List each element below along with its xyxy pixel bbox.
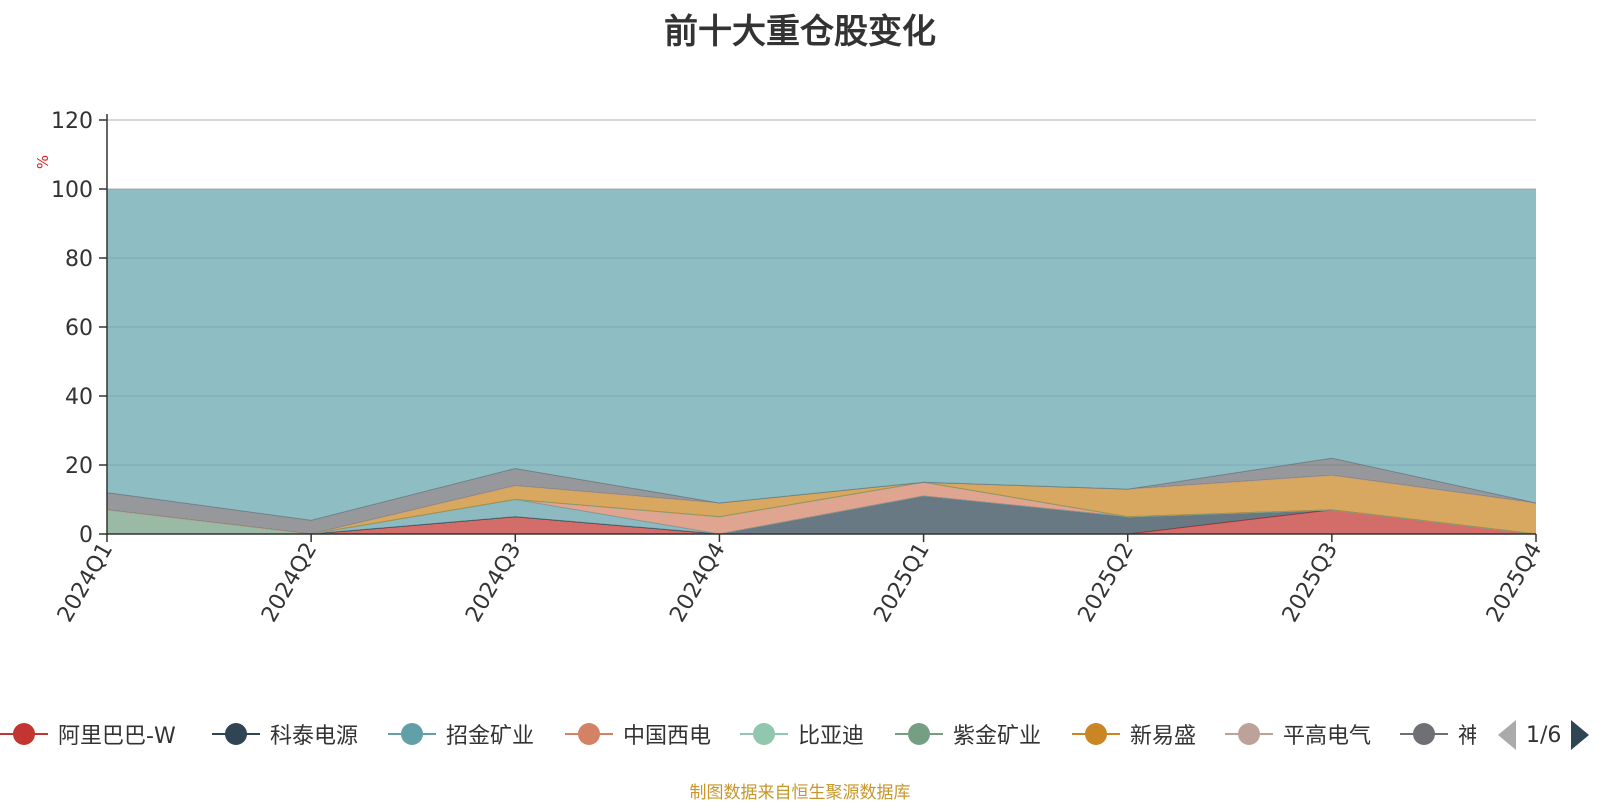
legend-item[interactable]: 科泰电源 (212, 716, 358, 752)
area-series-8[interactable] (107, 458, 1536, 534)
legend: 阿里巴巴-W 科泰电源 招金矿业 中国西电 比亚迪 紫金矿业 新易盛 平高电气 神 (0, 716, 1476, 756)
pager-page-indicator: 1/6 (1526, 722, 1562, 748)
area-remainder (107, 189, 1536, 521)
legend-label: 比亚迪 (798, 724, 865, 749)
legend-marker-icon (212, 722, 260, 746)
legend-label: 科泰电源 (270, 724, 359, 749)
x-tick-label: 2024Q1 (53, 539, 118, 627)
legend-label: 中国西电 (623, 724, 712, 749)
x-tick-label: 2025Q1 (869, 539, 934, 627)
legend-item[interactable]: 比亚迪 (740, 716, 864, 752)
legend-item[interactable]: 阿里巴巴-W (0, 716, 176, 752)
x-tick-label: 2025Q2 (1074, 539, 1139, 627)
legend-marker-icon (1072, 722, 1120, 746)
area-series-3[interactable] (107, 482, 1536, 534)
legend-item[interactable]: 新易盛 (1072, 716, 1196, 752)
legend-marker-icon (895, 722, 943, 746)
legend-label: 阿里巴巴-W (58, 724, 176, 749)
y-axis-unit-label: % (34, 155, 52, 169)
x-tick-label: 2025Q3 (1278, 539, 1343, 627)
legend-item[interactable]: 招金矿业 (388, 716, 534, 752)
y-tick-label: 60 (65, 316, 93, 341)
legend-label: 平高电气 (1283, 724, 1372, 749)
legend-label: 神 (1458, 724, 1476, 749)
area-series-5[interactable] (107, 482, 1536, 534)
legend-pager: 1/6 (1498, 718, 1590, 752)
y-tick-label: 0 (79, 523, 93, 548)
legend-marker-icon (388, 722, 436, 746)
legend-marker-icon (1400, 722, 1448, 746)
y-tick-label: 20 (65, 454, 93, 479)
legend-marker-icon (1225, 722, 1273, 746)
legend-label: 新易盛 (1130, 724, 1197, 749)
area-layer (106, 189, 1537, 535)
area-series-6[interactable] (107, 475, 1536, 534)
legend-marker-icon (0, 722, 48, 746)
x-tick-label: 2025Q4 (1482, 539, 1547, 627)
legend-item[interactable]: 中国西电 (565, 716, 711, 752)
pager-next-arrow-icon[interactable] (1571, 720, 1590, 750)
chart-title: 前十大重仓股变化 (664, 12, 936, 52)
y-tick-label: 40 (65, 385, 93, 410)
source-note: 制图数据来自恒生聚源数据库 (689, 783, 911, 803)
x-tick-label: 2024Q2 (257, 539, 322, 627)
legend-marker-icon (740, 722, 788, 746)
legend-item[interactable]: 神 (1400, 716, 1476, 752)
y-tick-label: 80 (65, 247, 93, 272)
x-tick-label: 2024Q3 (461, 539, 526, 627)
y-tick-label: 120 (51, 109, 93, 134)
legend-item[interactable]: 平高电气 (1225, 716, 1371, 752)
stacked-area-chart: 0 20 40 60 80 100 120 2024Q1 2024Q2 2024Q3 2024Q4 2… (34, 109, 1547, 627)
y-tick-label: 100 (51, 178, 93, 203)
pager-prev-arrow-icon[interactable] (1498, 720, 1516, 750)
legend-label: 招金矿业 (446, 724, 535, 749)
legend-label: 紫金矿业 (953, 724, 1042, 749)
legend-marker-icon (565, 722, 613, 746)
legend-item[interactable]: 紫金矿业 (895, 716, 1041, 752)
x-tick-label: 2024Q4 (665, 539, 730, 627)
